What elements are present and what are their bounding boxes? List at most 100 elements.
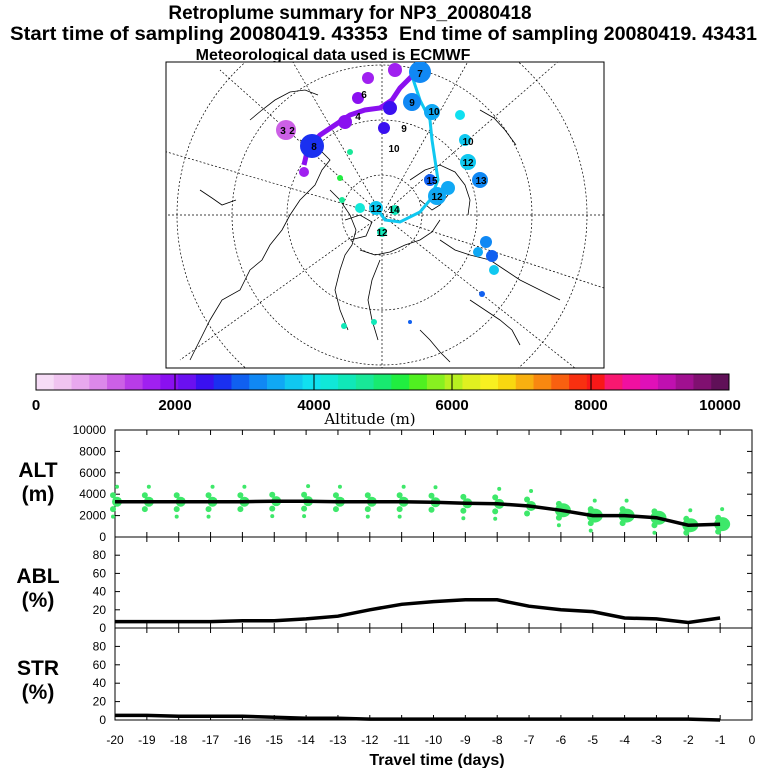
colorbar-swatch — [178, 374, 197, 390]
colorbar-swatch — [36, 374, 55, 390]
x-tick-label: -14 — [297, 733, 315, 747]
y-tick-label: 80 — [93, 639, 107, 653]
plume-marker — [403, 93, 421, 111]
colorbar-swatch — [711, 374, 730, 390]
plume-marker — [383, 101, 397, 115]
x-tick-label: -4 — [619, 733, 630, 747]
map-label: 12 — [431, 192, 443, 203]
plume-point — [396, 506, 403, 513]
plume-marker — [299, 167, 309, 177]
plume-point — [397, 514, 402, 519]
x-tick-label: -19 — [138, 733, 156, 747]
colorbar-swatch — [604, 374, 623, 390]
colorbar-swatch — [249, 374, 268, 390]
y-tick-label: 20 — [93, 603, 107, 617]
panel-title: (%) — [22, 589, 55, 612]
series-line-alt — [115, 499, 721, 527]
x-tick-label: -7 — [524, 733, 535, 747]
y-tick-label: 40 — [93, 585, 107, 599]
plume-marker — [409, 62, 431, 83]
plume-marker — [378, 122, 390, 134]
plume-point — [210, 484, 215, 489]
x-tick-label: -15 — [266, 733, 284, 747]
map-label: 3 — [280, 126, 286, 137]
map-label: 6 — [361, 90, 367, 101]
plume-point — [587, 506, 594, 513]
plume-point — [555, 500, 562, 507]
x-tick-label: -1 — [715, 733, 726, 747]
plume-point — [301, 505, 308, 512]
colorbar-swatch — [302, 374, 321, 390]
colorbar-swatch — [693, 374, 712, 390]
plume-point — [592, 498, 597, 503]
colorbar-swatch — [640, 374, 659, 390]
plume-point — [461, 516, 466, 521]
plume-point — [332, 492, 339, 499]
plume-marker — [460, 154, 476, 170]
x-tick-label: -10 — [425, 733, 443, 747]
plume-markers — [276, 62, 499, 329]
y-tick-label: 20 — [93, 695, 107, 709]
colorbar-swatch — [124, 374, 144, 390]
y-tick-label: 0 — [99, 713, 106, 727]
plume-point — [269, 505, 276, 512]
y-tick-label: 2000 — [79, 509, 106, 523]
panel-title: ABL — [16, 565, 59, 588]
colorbar-tick-label: 0 — [32, 397, 40, 414]
colorbar-ticks: 0 2000 4000 6000 8000 10000 — [32, 397, 741, 414]
map-label: 10 — [428, 107, 440, 118]
plume-point — [460, 493, 467, 500]
colorbar-swatch — [515, 374, 535, 390]
map-label: 7 — [417, 69, 423, 80]
plume-point — [396, 492, 403, 499]
plume-point — [237, 506, 244, 513]
plume-point — [683, 515, 690, 522]
map-day-labels: 7 9 10 3 2 8 10 12 13 15 12 14 12 12 10 … — [280, 69, 487, 239]
map-label: 9 — [409, 98, 415, 109]
plume-point — [492, 508, 499, 515]
plume-marker — [388, 63, 402, 77]
plume-point — [433, 485, 438, 490]
map-label: 15 — [426, 176, 438, 187]
map-label: 2 — [289, 126, 295, 137]
plume-point — [205, 492, 212, 499]
plume-point — [306, 484, 311, 489]
plume-marker — [352, 92, 364, 104]
colorbar-swatch — [338, 374, 357, 390]
y-tick-label: 80 — [93, 548, 107, 562]
colorbar-swatch — [213, 374, 232, 390]
y-tick-label: 0 — [99, 530, 106, 544]
x-axis-label: Travel time (days) — [369, 752, 504, 768]
colorbar-tick-label: 6000 — [435, 397, 468, 414]
plume-point — [460, 507, 467, 514]
end-time-label: End time of sampling 20080419. 43431 — [399, 24, 757, 45]
plume-marker — [371, 319, 377, 325]
plume-point — [588, 528, 593, 533]
plume-marker — [390, 205, 400, 215]
plume-point — [206, 514, 211, 519]
plume-point — [115, 484, 119, 489]
panel-abl: 0 20 40 60 80 ABL(%) — [16, 536, 753, 635]
plume-marker — [341, 323, 347, 329]
plume-point — [337, 484, 342, 489]
plume-point — [428, 492, 435, 499]
plume-point — [652, 530, 657, 535]
map-label: 4 — [355, 112, 361, 123]
plume-point — [529, 488, 534, 493]
y-tick-label: 0 — [99, 621, 106, 635]
plume-point — [269, 491, 276, 498]
plume-marker — [339, 197, 345, 203]
plume-point — [651, 508, 658, 515]
plume-point — [720, 507, 725, 512]
map-label: 9 — [401, 124, 407, 135]
colorbar-swatch — [231, 374, 250, 390]
plume-point — [493, 516, 498, 521]
plume-point — [141, 506, 148, 513]
plume-scatter — [110, 484, 731, 536]
y-tick-label: 60 — [93, 566, 107, 580]
colorbar-swatch — [409, 374, 428, 390]
map-label: 10 — [462, 137, 474, 148]
colorbar-swatch — [533, 374, 552, 390]
x-tick-label: -17 — [202, 733, 220, 747]
